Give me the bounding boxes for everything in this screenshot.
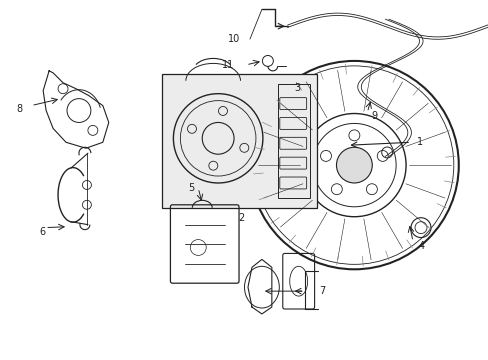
FancyBboxPatch shape (277, 84, 309, 198)
Text: 7: 7 (319, 286, 325, 296)
Text: 4: 4 (418, 242, 424, 252)
Text: 2: 2 (238, 213, 244, 223)
Text: 1: 1 (416, 137, 422, 147)
Text: 6: 6 (39, 226, 45, 237)
Text: 3: 3 (294, 83, 300, 93)
Text: 5: 5 (188, 183, 194, 193)
Text: 9: 9 (370, 112, 377, 121)
Text: 8: 8 (16, 104, 22, 113)
Text: 11: 11 (222, 60, 234, 70)
Text: 10: 10 (227, 34, 240, 44)
FancyBboxPatch shape (162, 74, 316, 208)
Circle shape (336, 147, 371, 183)
